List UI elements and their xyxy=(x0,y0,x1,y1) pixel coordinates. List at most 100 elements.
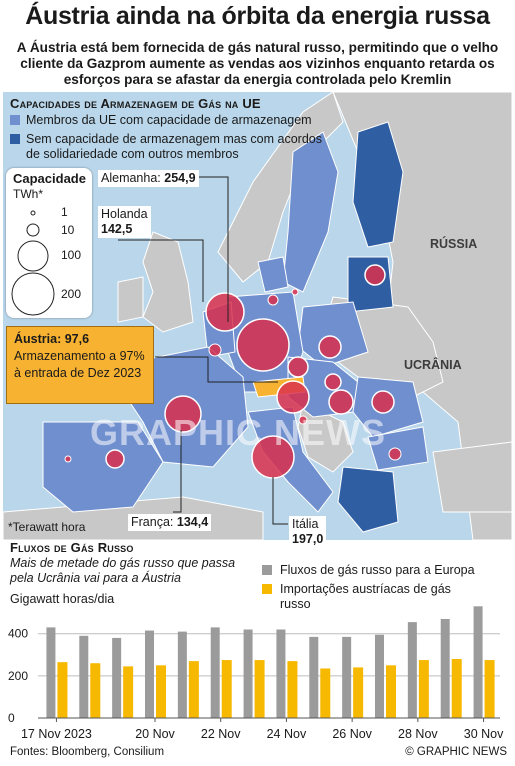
bubble-bulgaria xyxy=(388,447,402,461)
bar-austria xyxy=(221,660,232,718)
capacity-legend-title: Capacidade xyxy=(13,171,86,186)
bubble-romania xyxy=(371,390,395,414)
x-tick-label: 24 Nov xyxy=(267,727,307,741)
label-france: França: 134,4 xyxy=(128,514,212,531)
bubble-austria xyxy=(276,380,310,414)
label-austria-value: 97,6 xyxy=(64,332,90,346)
label-italy-value: 197,0 xyxy=(292,532,324,546)
y-tick-label: 200 xyxy=(8,669,28,683)
label-france-value: 134,4 xyxy=(176,515,209,529)
capacity-circle-200 xyxy=(11,272,55,316)
page-title: Áustria ainda na órbita da energia russa xyxy=(25,2,490,30)
chart-section-title: Fluxos de Gás Russo xyxy=(10,540,134,555)
legend-eu-no-storage: Sem capacidade de armazenagem mas com ac… xyxy=(10,132,330,162)
bubble-czech xyxy=(287,356,309,378)
bar-europe xyxy=(276,629,286,718)
legend-label-eu-storage: Membros da UE com capacidade de armazena… xyxy=(26,113,312,127)
leader-netherlands xyxy=(118,239,204,302)
legend-eu-storage: Membros da UE com capacidade de armazena… xyxy=(10,113,312,128)
map-graphic xyxy=(3,92,512,540)
capacity-circle-1 xyxy=(30,210,36,216)
turkey-land xyxy=(432,441,512,513)
legend-label-eu-no-storage: Sem capacidade de armazenagem mas com ac… xyxy=(26,132,322,161)
copyright: © GRAPHIC NEWS xyxy=(405,746,507,758)
capacity-value-1: 1 xyxy=(61,205,68,219)
bubble-croatia xyxy=(298,415,308,425)
greece-land xyxy=(337,466,399,533)
bubble-sweden xyxy=(291,288,299,296)
sources: Fontes: Bloomberg, Consilium xyxy=(10,746,165,758)
capacity-legend: Capacidade TWh* 1 10 100 200 xyxy=(6,168,92,318)
bubble-spain xyxy=(105,449,125,469)
bubble-latvia xyxy=(364,264,386,286)
bar-europe xyxy=(243,629,253,718)
label-ukraine: UCRÂNIA xyxy=(404,358,462,372)
label-germany-value: 254,9 xyxy=(164,171,196,185)
bar-austria xyxy=(57,662,68,718)
x-tick-label: 28 Nov xyxy=(398,727,438,741)
bar-europe xyxy=(145,630,154,718)
capacity-value-200: 200 xyxy=(61,287,82,301)
bar-europe xyxy=(309,636,319,718)
bar-europe xyxy=(473,606,483,718)
bar-austria xyxy=(90,663,101,718)
bubble-portugal xyxy=(64,455,72,463)
chart-legend-swatch-austria xyxy=(262,584,272,594)
ireland-land xyxy=(117,276,144,323)
label-germany-name: Alemanha: xyxy=(101,171,161,185)
bubble-belgium xyxy=(208,343,222,357)
capacity-value-100: 100 xyxy=(61,248,82,262)
watermark: GRAPHIC NEWS xyxy=(90,412,387,453)
capacity-circle-100 xyxy=(17,240,49,272)
label-france-name: França: xyxy=(131,515,174,529)
bubble-poland xyxy=(318,335,342,359)
bar-europe xyxy=(112,637,122,718)
x-tick-label: 17 Nov 2023 xyxy=(21,727,92,741)
europe-map xyxy=(3,92,512,540)
label-austria: Áustria: 97,6 Armazenamento a 97% à entr… xyxy=(6,326,154,404)
uk-land xyxy=(142,231,194,333)
bar-austria xyxy=(156,665,166,718)
chart-legend-austria: Importações austríacas de gás russo xyxy=(262,582,462,612)
page-subtitle: A Áustria está bem fornecida de gás natu… xyxy=(16,40,499,87)
x-tick-label: 30 Nov xyxy=(464,727,504,741)
label-italy-name: Itália xyxy=(292,517,319,531)
label-austria-note: Armazenamento a 97% à entrada de Dez 202… xyxy=(14,349,145,380)
sweden-land xyxy=(282,131,339,293)
bar-austria xyxy=(353,667,364,718)
bar-austria xyxy=(254,660,265,718)
bubble-netherlands xyxy=(205,292,245,332)
label-netherlands-value: 142,5 xyxy=(101,222,133,236)
bar-europe xyxy=(46,627,56,718)
balkans-land xyxy=(297,401,354,473)
leader-italy xyxy=(272,477,288,525)
bar-austria xyxy=(484,660,495,718)
bar-austria xyxy=(418,660,429,718)
y-tick-label: 0 xyxy=(8,711,15,725)
label-netherlands-name: Holanda xyxy=(101,207,148,221)
bar-europe xyxy=(342,636,352,718)
label-netherlands: Holanda 142,5 xyxy=(98,206,151,238)
bubble-denmark xyxy=(267,294,279,306)
chart-legend-europe: Fluxos de gás russo para a Europa xyxy=(262,563,475,578)
bubble-germany xyxy=(236,318,290,372)
bubble-france xyxy=(164,395,202,433)
bar-austria xyxy=(123,666,134,718)
bubble-hungary xyxy=(328,389,354,415)
legend-swatch-eu-no-storage xyxy=(10,134,20,144)
capacity-legend-circles xyxy=(11,210,55,316)
map-section-title: Capacidades de Armazenagem de Gás na UE xyxy=(10,96,261,111)
bar-europe xyxy=(407,622,417,718)
bar-austria xyxy=(320,668,331,718)
x-tick-label: 26 Nov xyxy=(332,727,372,741)
chart-unit: Gigawatt horas/dia xyxy=(10,592,115,606)
chart-legend-label-europe: Fluxos de gás russo para a Europa xyxy=(280,563,475,577)
label-russia: RÚSSIA xyxy=(430,237,478,251)
bar-europe xyxy=(440,618,450,718)
label-italy: Itália 197,0 xyxy=(289,516,327,548)
finland-land xyxy=(352,121,404,248)
leader-france xyxy=(173,430,182,513)
denmark-land xyxy=(257,256,289,293)
bar-austria xyxy=(287,661,298,718)
chart-subtitle: Mais de metade do gás russo que passa pe… xyxy=(10,556,236,585)
